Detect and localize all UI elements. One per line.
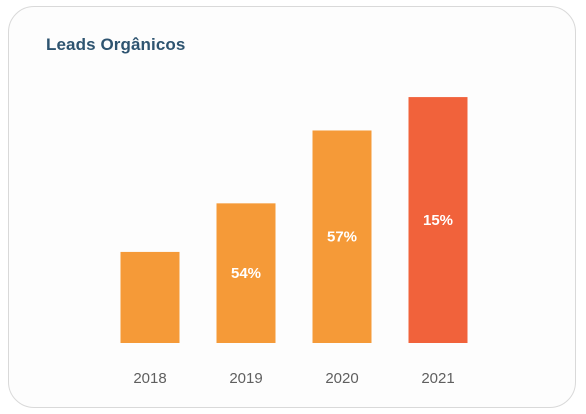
x-tick-label-2018: 2018 [133,370,166,387]
chart-title: Leads Orgânicos [46,35,186,54]
x-tick-label-2020: 2020 [325,370,358,387]
x-tick-label-2021: 2021 [421,370,454,387]
chart-card [8,6,576,408]
bar-2018 [120,251,180,343]
bar-2019 [216,203,276,343]
data-label-2019: 54% [231,265,261,282]
data-label-2020: 57% [327,229,357,246]
data-label-2021: 15% [423,212,453,229]
bar-2021 [408,97,468,343]
x-tick-label-2019: 2019 [229,370,262,387]
bar-2020 [312,130,372,343]
